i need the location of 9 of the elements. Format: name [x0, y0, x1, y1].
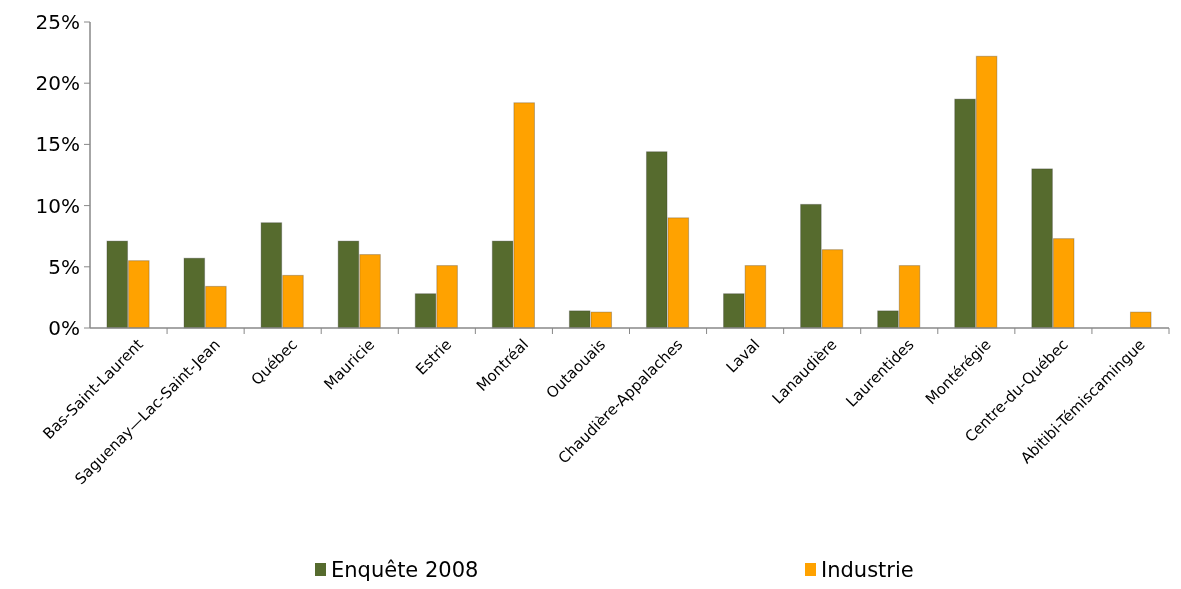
legend-label: Enquête 2008 [331, 558, 479, 583]
y-tick-label: 0% [48, 316, 80, 340]
bar [1129, 311, 1152, 329]
y-tick-label: 5% [48, 254, 80, 279]
y-tick-label: 20% [35, 71, 80, 96]
y-tick-label: 15% [35, 132, 80, 157]
y-tick-label: 10% [35, 193, 80, 218]
legend-label: Industrie [821, 558, 914, 583]
y-tick-label: 25% [35, 10, 80, 34]
